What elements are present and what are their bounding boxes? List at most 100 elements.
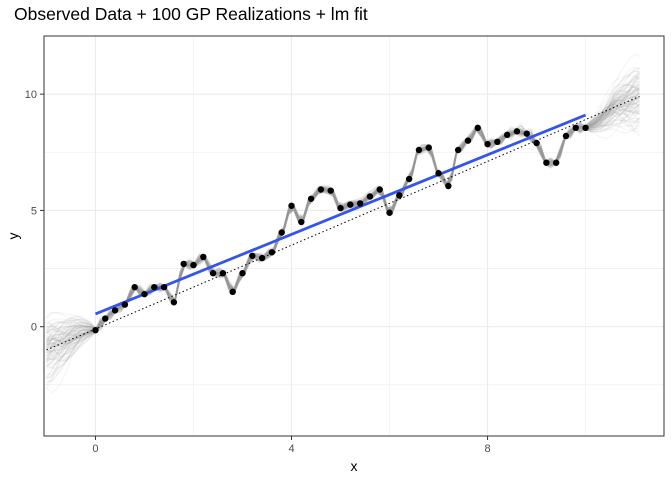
gp-realization-line bbox=[46, 101, 640, 361]
gp-realization-line bbox=[46, 112, 640, 345]
data-point bbox=[307, 195, 315, 202]
data-point bbox=[190, 261, 197, 269]
lm-fit-line bbox=[94, 113, 587, 316]
gp-realization-line bbox=[46, 68, 640, 394]
gp-realization-line bbox=[46, 105, 640, 371]
gp-realization-line bbox=[46, 83, 640, 354]
data-point bbox=[102, 315, 109, 322]
gp-realization-line bbox=[46, 72, 640, 362]
gp-realization-line bbox=[46, 103, 640, 341]
y-tick-label: 5 bbox=[31, 205, 37, 217]
data-point bbox=[160, 283, 168, 291]
gp-realization-line bbox=[46, 88, 640, 344]
gp-realization-line bbox=[46, 95, 640, 352]
gp-realization-line bbox=[46, 104, 640, 348]
data-point bbox=[503, 131, 511, 139]
y-tick-label: 0 bbox=[31, 322, 37, 334]
data-point bbox=[386, 209, 393, 216]
gp-realization-line bbox=[46, 102, 640, 360]
gp-realizations bbox=[46, 53, 640, 394]
data-point bbox=[121, 301, 129, 308]
gp-realization-line bbox=[46, 92, 640, 355]
gp-realization-line bbox=[46, 102, 640, 342]
data-point bbox=[582, 124, 589, 132]
data-point bbox=[533, 139, 540, 147]
data-point bbox=[111, 307, 119, 314]
data-point bbox=[200, 253, 207, 261]
y-axis-ticks: 0 5 10 bbox=[25, 89, 44, 334]
data-point bbox=[278, 229, 285, 236]
x-tick-label: 0 bbox=[92, 443, 98, 455]
data-point bbox=[572, 124, 579, 132]
x-axis-ticks: 0 4 8 bbox=[92, 436, 491, 455]
data-point bbox=[298, 218, 305, 226]
gp-realization-line bbox=[46, 73, 640, 378]
gp-realization-line bbox=[46, 93, 640, 358]
data-point bbox=[170, 299, 178, 306]
x-tick-label: 8 bbox=[484, 443, 490, 455]
panel-border bbox=[43, 35, 665, 437]
data-point bbox=[92, 326, 99, 334]
gp-realization-line bbox=[46, 117, 640, 379]
gp-realization-line bbox=[46, 75, 640, 383]
data-point bbox=[494, 138, 501, 146]
data-point bbox=[523, 130, 530, 137]
data-point bbox=[239, 270, 246, 277]
data-point bbox=[552, 159, 560, 166]
gp-realization-line bbox=[46, 84, 640, 349]
data-point bbox=[180, 260, 187, 268]
data-point bbox=[435, 170, 442, 177]
y-axis-title: y bbox=[5, 233, 21, 240]
gp-realization-line bbox=[46, 83, 640, 359]
gp-realization-line bbox=[46, 75, 640, 378]
gp-realization-line bbox=[46, 104, 640, 364]
data-point bbox=[543, 159, 550, 166]
gp-realization-line bbox=[46, 77, 640, 361]
data-point bbox=[484, 140, 491, 148]
x-axis-title: x bbox=[351, 458, 358, 474]
gp-realization-line bbox=[46, 67, 640, 335]
data-point bbox=[474, 124, 481, 132]
data-point bbox=[317, 186, 325, 193]
gp-realization-line bbox=[46, 93, 640, 339]
gp-realization-line bbox=[46, 105, 640, 343]
gp-realization-line bbox=[46, 98, 640, 362]
gp-realization-line bbox=[46, 84, 640, 362]
gp-realization-line bbox=[46, 109, 640, 357]
gp-realization-line bbox=[46, 94, 640, 343]
gp-realization-line bbox=[46, 80, 640, 357]
data-point bbox=[209, 270, 217, 277]
gp-realization-line bbox=[46, 99, 640, 348]
data-point bbox=[219, 270, 227, 277]
data-point bbox=[376, 186, 383, 193]
data-point bbox=[268, 249, 276, 256]
gp-realization-line bbox=[46, 110, 640, 341]
gp-realization-line bbox=[46, 87, 640, 350]
data-point bbox=[327, 187, 334, 194]
data-point bbox=[425, 144, 432, 151]
gp-realization-line bbox=[46, 84, 640, 349]
gp-realization-line bbox=[46, 117, 640, 336]
data-point bbox=[396, 192, 403, 199]
x-tick-label: 4 bbox=[288, 443, 294, 455]
data-point bbox=[562, 132, 570, 140]
gp-realization-line bbox=[46, 108, 640, 380]
y-tick-label: 10 bbox=[25, 89, 37, 101]
gp-realization-line bbox=[46, 100, 640, 362]
data-point bbox=[366, 193, 374, 200]
gp-realization-line bbox=[46, 109, 640, 351]
gp-realization-line bbox=[46, 94, 640, 347]
gp-realization-line bbox=[46, 96, 640, 336]
data-point bbox=[249, 252, 256, 259]
data-point bbox=[464, 137, 472, 144]
gp-realization-line bbox=[46, 100, 640, 347]
grid-lines bbox=[44, 35, 664, 436]
chart-title: Observed Data + 100 GP Realizations + lm… bbox=[14, 4, 368, 24]
data-point bbox=[405, 175, 413, 183]
data-point bbox=[141, 290, 148, 298]
trend-line bbox=[46, 96, 640, 351]
gp-realization-line bbox=[46, 72, 640, 331]
observed-points bbox=[92, 124, 589, 334]
data-point bbox=[347, 201, 354, 208]
